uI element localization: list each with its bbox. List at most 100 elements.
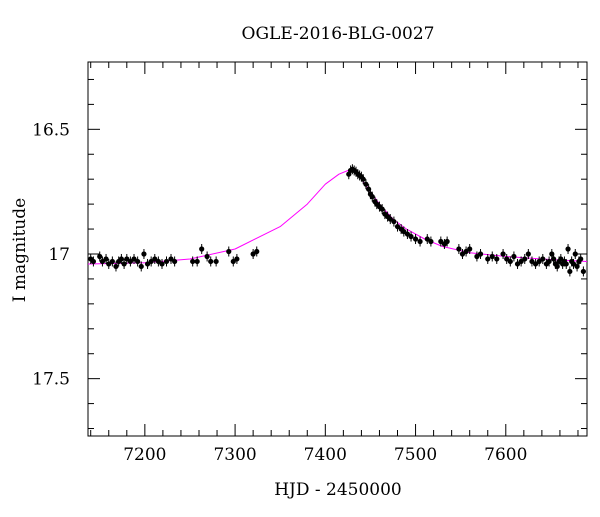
data-marker [90, 258, 97, 265]
data-point [494, 253, 500, 264]
data-marker [412, 236, 419, 242]
data-point [489, 251, 495, 262]
data-point [391, 216, 397, 227]
points-layer [88, 164, 586, 277]
data-marker [551, 256, 557, 262]
data-marker [494, 256, 500, 262]
data-point [477, 248, 484, 259]
data-point [485, 253, 491, 264]
data-point [546, 256, 552, 267]
data-point [565, 244, 571, 254]
data-point [90, 256, 97, 267]
data-point [113, 261, 119, 272]
y-tick-label: 17.5 [32, 370, 70, 390]
data-marker [408, 233, 414, 240]
data-point [511, 251, 517, 262]
x-tick-label: 7600 [484, 445, 527, 465]
data-point [525, 248, 531, 259]
data-marker [366, 186, 372, 192]
data-point [408, 231, 414, 242]
data-marker [467, 246, 473, 252]
data-marker [574, 263, 580, 270]
data-marker [121, 261, 127, 267]
ticks-layer: 7200 7300 7400 7500 7600 16.5 17 17.5 [32, 62, 587, 465]
data-point [580, 266, 586, 277]
data-marker [444, 238, 450, 245]
data-marker [103, 256, 109, 262]
data-point [213, 256, 219, 267]
data-marker [109, 258, 115, 265]
data-marker [254, 248, 260, 255]
data-point [363, 179, 369, 190]
data-point [121, 258, 127, 269]
data-point [417, 236, 423, 247]
data-marker [141, 251, 147, 257]
x-axis-title: HJD - 2450000 [274, 480, 402, 500]
data-marker [363, 181, 369, 187]
data-marker [563, 261, 569, 267]
data-point [522, 253, 528, 264]
data-marker [369, 194, 375, 200]
data-point [412, 234, 419, 245]
data-point [138, 261, 144, 272]
data-marker [540, 256, 546, 262]
data-marker [477, 251, 484, 257]
data-point [163, 256, 170, 267]
data-point [118, 253, 124, 264]
data-point [109, 256, 115, 267]
data-marker [234, 256, 240, 262]
data-point [199, 244, 205, 254]
x-tick-label: 7200 [123, 445, 166, 465]
data-point [563, 258, 569, 269]
data-marker [213, 258, 219, 265]
data-marker [204, 253, 210, 260]
data-marker [208, 258, 214, 265]
y-tick-label: 17 [48, 245, 70, 265]
data-marker [456, 246, 462, 252]
data-marker [507, 258, 513, 265]
data-point [507, 256, 513, 267]
data-point [190, 256, 196, 267]
data-point [97, 251, 103, 262]
data-point [360, 174, 366, 185]
data-marker [580, 268, 586, 275]
data-point [444, 236, 450, 247]
data-marker [522, 256, 528, 262]
data-point [194, 256, 200, 267]
data-marker [199, 246, 205, 252]
data-point [103, 253, 109, 264]
data-point [379, 204, 385, 215]
data-marker [226, 248, 232, 255]
chart-title: OGLE-2016-BLG-0027 [242, 24, 435, 44]
data-marker [194, 258, 200, 265]
data-marker [417, 238, 423, 245]
data-point [208, 256, 214, 267]
data-marker [572, 251, 578, 257]
data-marker [554, 263, 560, 270]
data-marker [578, 256, 584, 262]
data-marker [118, 256, 124, 262]
data-marker [172, 258, 178, 265]
data-marker [485, 256, 491, 262]
data-point [254, 246, 260, 257]
data-point [141, 248, 147, 259]
data-marker [500, 251, 506, 257]
x-tick-label: 7300 [213, 445, 256, 465]
data-marker [379, 206, 385, 212]
data-marker [525, 251, 531, 257]
data-marker [190, 258, 196, 265]
model-curve [87, 170, 588, 265]
data-marker [163, 258, 170, 265]
data-marker [567, 268, 573, 275]
data-marker [113, 263, 119, 270]
data-point [369, 191, 375, 202]
data-point [500, 248, 506, 259]
data-point [172, 256, 178, 267]
data-marker [511, 253, 517, 260]
y-axis-title: I magnitude [10, 198, 30, 302]
data-marker [428, 238, 434, 245]
data-point [135, 256, 141, 267]
data-point [567, 266, 573, 277]
